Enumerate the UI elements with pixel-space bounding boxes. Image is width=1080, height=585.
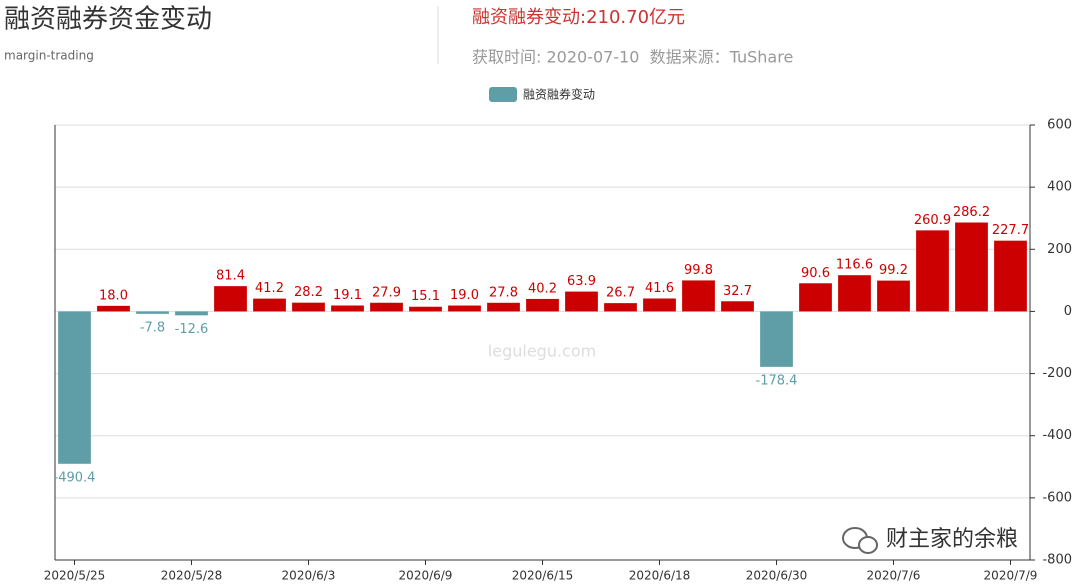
y-tick-label: 200 [1047, 242, 1072, 257]
value-label: 63.9 [567, 274, 596, 289]
x-tick-label: 2020/7/9 [984, 569, 1038, 583]
value-label: 19.0 [450, 288, 479, 303]
bar [292, 302, 325, 312]
x-tick-label: 2020/6/3 [282, 569, 336, 583]
value-label: 116.6 [836, 258, 873, 273]
bar [97, 305, 130, 312]
x-tick-label: 2020/5/28 [161, 569, 223, 583]
bar [604, 303, 637, 312]
bar [643, 298, 676, 312]
bar [253, 298, 286, 312]
bar [565, 291, 598, 312]
x-tick-label: 2020/7/6 [867, 569, 921, 583]
bar [331, 305, 364, 312]
value-label: -7.8 [140, 320, 165, 335]
bar [994, 240, 1027, 312]
value-label: 286.2 [953, 205, 990, 220]
y-tick-label: -600 [1042, 490, 1072, 505]
bar [175, 311, 208, 316]
value-label: 26.7 [606, 286, 635, 301]
bar [487, 302, 520, 312]
value-label: 81.4 [216, 269, 245, 284]
bar [58, 311, 91, 464]
value-label: -490.4 [54, 470, 96, 485]
y-tick-label: 400 [1047, 180, 1072, 195]
bar [955, 222, 988, 312]
value-label: 99.2 [879, 263, 908, 278]
bar [526, 298, 559, 312]
value-label: 260.9 [914, 213, 951, 228]
bar [799, 283, 832, 312]
bar [760, 311, 793, 367]
value-label: 90.6 [801, 266, 830, 281]
headline: 融资融券变动:210.70亿元 [472, 7, 685, 28]
x-tick-label: 2020/6/15 [512, 569, 574, 583]
value-label: 40.2 [528, 281, 557, 296]
x-tick-label: 2020/6/9 [399, 569, 453, 583]
value-label: 227.7 [992, 223, 1029, 238]
x-tick-label: 2020/6/18 [629, 569, 691, 583]
chart-title: 融资融券资金变动 [4, 5, 212, 35]
y-tick-label: 0 [1064, 304, 1072, 319]
bar [409, 306, 442, 312]
bar [877, 280, 910, 312]
value-label: -12.6 [175, 322, 209, 337]
value-label: 27.8 [489, 285, 518, 300]
y-tick-label: -800 [1042, 553, 1072, 568]
value-label: 27.9 [372, 285, 401, 300]
brand-icon [842, 527, 878, 554]
y-tick-label: -400 [1042, 428, 1072, 443]
bar [682, 280, 715, 312]
y-tick-label: -200 [1042, 366, 1072, 381]
value-label: 41.2 [255, 281, 284, 296]
value-label: 18.0 [99, 288, 128, 303]
legend-swatch [489, 87, 517, 102]
x-tick-label: 2020/5/25 [44, 569, 106, 583]
value-label: 19.1 [333, 288, 362, 303]
bar [136, 311, 169, 314]
bar [214, 286, 247, 312]
y-tick-label: 600 [1047, 118, 1072, 133]
source-note: 获取时间: 2020-07-10 数据来源：TuShare [472, 48, 793, 67]
bar [721, 301, 754, 312]
x-tick-label: 2020/6/30 [746, 569, 808, 583]
value-label: -178.4 [756, 373, 798, 388]
value-label: 32.7 [723, 284, 752, 299]
brand: 财主家的余粮 [886, 527, 1018, 552]
bar [370, 302, 403, 312]
value-label: 15.1 [411, 289, 440, 304]
bar [838, 275, 871, 312]
value-label: 41.6 [645, 281, 674, 296]
chart-subtitle: margin-trading [4, 49, 94, 63]
value-label: 28.2 [294, 285, 323, 300]
bar [448, 305, 481, 312]
bar [916, 230, 949, 312]
value-label: 99.8 [684, 263, 713, 278]
watermark: legulegu.com [488, 342, 596, 361]
legend-label: 融资融券变动 [523, 87, 595, 102]
